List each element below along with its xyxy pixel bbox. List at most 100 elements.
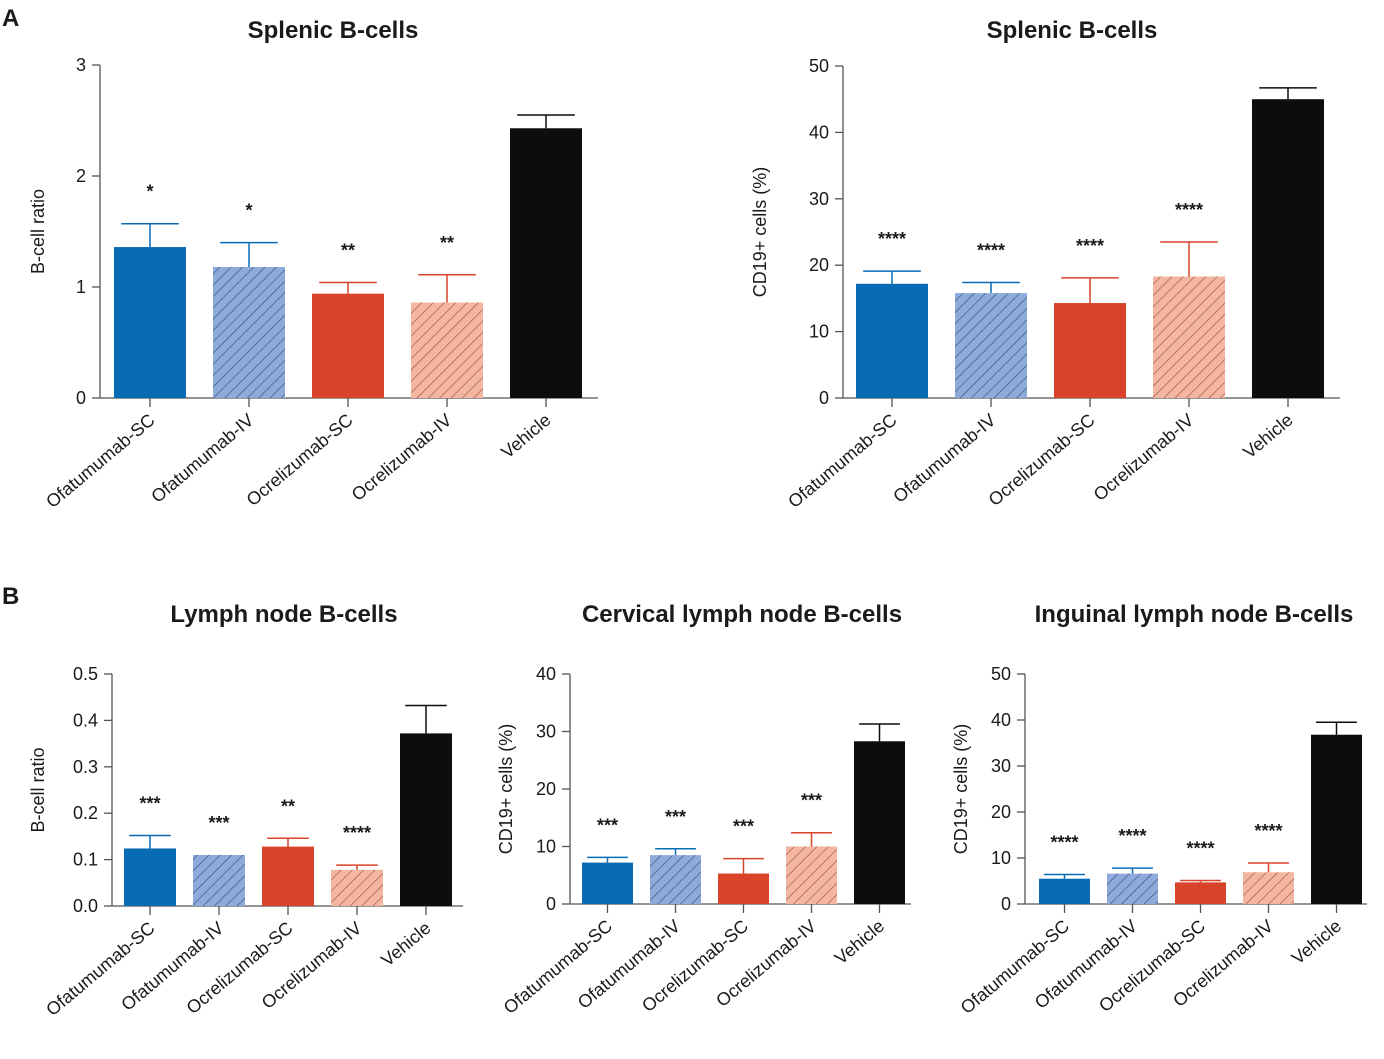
y-tick-label: 0: [1001, 894, 1011, 914]
category-label: Ofatumumab-SC: [784, 410, 900, 512]
y-tick-label: 0: [546, 894, 556, 914]
category-label: Vehicle: [1239, 410, 1296, 463]
bar-ofatumumab-iv: [1107, 873, 1158, 904]
bar-vehicle: [1252, 99, 1324, 398]
y-tick-label: 20: [991, 802, 1011, 822]
chart-3: Lymph node B-cells B-cell ratio 0.0 0.1 0.2 0…: [28, 601, 463, 1020]
bar-ocrelizumab-iv: [411, 302, 483, 398]
y-axis-label: B-cell ratio: [28, 189, 48, 274]
panel-label-b: B: [2, 583, 19, 610]
y-tick-label: 10: [536, 837, 556, 857]
category-label: Ofatumumab-IV: [889, 410, 999, 507]
y-tick-label: 40: [809, 122, 829, 142]
y-tick-label: 0.4: [73, 710, 98, 730]
y-axis-label: CD19+ cells (%): [951, 724, 971, 855]
significance-label: ***: [208, 813, 229, 833]
significance-label: ****: [878, 229, 906, 249]
y-tick-label: 30: [991, 756, 1011, 776]
bar-ofatumumab-sc: [582, 862, 633, 904]
y-tick-label: 20: [536, 779, 556, 799]
significance-label: *: [146, 182, 153, 202]
bar-ofatumumab-sc: [124, 848, 176, 906]
chart-1: Splenic B-cells B-cell ratio 0 1 2 3 * Ofatumum…: [28, 17, 598, 512]
chart-2: Splenic B-cells CD19+ cells (%) 0 10 20 30 40 5…: [750, 17, 1340, 512]
significance-label: ***: [597, 815, 618, 835]
y-axis-label: CD19+ cells (%): [750, 167, 770, 298]
chart-title: Inguinal lymph node B-cells: [1035, 601, 1354, 628]
bar-ocrelizumab-sc: [1175, 882, 1226, 904]
significance-label: ****: [1118, 826, 1146, 846]
bar-ocrelizumab-iv: [786, 846, 837, 904]
significance-label: **: [281, 796, 295, 816]
bar-ofatumumab-sc: [114, 247, 186, 398]
bar-ocrelizumab-iv: [1153, 276, 1225, 398]
chart-title: Splenic B-cells: [248, 17, 419, 44]
category-label: Ocrelizumab-SC: [243, 410, 357, 510]
significance-label: ****: [1254, 821, 1282, 841]
chart-4: Cervical lymph node B-cells CD19+ cells (…: [496, 601, 911, 1018]
category-label: Vehicle: [497, 410, 554, 463]
y-tick-label: 2: [76, 166, 86, 186]
significance-label: ****: [1050, 833, 1078, 853]
y-axis-label: B-cell ratio: [28, 747, 48, 832]
y-tick-label: 40: [536, 664, 556, 684]
significance-label: ***: [733, 817, 754, 837]
bar-ocrelizumab-sc: [1054, 303, 1126, 398]
significance-label: ***: [139, 793, 160, 813]
bar-ocrelizumab-sc: [718, 873, 769, 904]
bar-vehicle: [510, 128, 582, 398]
chart-title: Lymph node B-cells: [170, 601, 397, 628]
bar-vehicle: [400, 733, 452, 906]
category-label: Vehicle: [831, 916, 888, 969]
y-tick-label: 0.2: [73, 803, 98, 823]
bar-ofatumumab-sc: [1039, 878, 1090, 904]
significance-label: ****: [343, 823, 371, 843]
y-tick-label: 0.0: [73, 896, 98, 916]
category-label: Ofatumumab-IV: [147, 410, 257, 507]
category-label: Ocrelizumab-SC: [985, 410, 1099, 510]
bar-ocrelizumab-iv: [1243, 872, 1294, 904]
bar-ofatumumab-iv: [213, 267, 285, 398]
y-tick-label: 0.3: [73, 757, 98, 777]
significance-label: ****: [977, 240, 1005, 260]
chart-5: Inguinal lymph node B-cells CD19+ cells (…: [951, 601, 1367, 1018]
y-tick-label: 0.1: [73, 850, 98, 870]
y-tick-label: 50: [991, 664, 1011, 684]
y-axis-label: CD19+ cells (%): [496, 724, 516, 855]
significance-label: ***: [665, 807, 686, 827]
chart-title: Cervical lymph node B-cells: [582, 601, 902, 628]
bar-ofatumumab-iv: [955, 293, 1027, 398]
category-label: Vehicle: [1288, 916, 1345, 969]
chart-title: Splenic B-cells: [987, 17, 1158, 44]
y-tick-label: 40: [991, 710, 1011, 730]
bar-ofatumumab-iv: [650, 855, 701, 904]
category-label: Ofatumumab-SC: [42, 410, 158, 512]
bar-vehicle: [854, 741, 905, 904]
significance-label: **: [341, 241, 355, 261]
significance-label: **: [440, 233, 454, 253]
category-label: Ocrelizumab-IV: [1090, 410, 1198, 505]
significance-label: ****: [1076, 236, 1104, 256]
significance-label: ****: [1175, 200, 1203, 220]
y-tick-label: 0: [76, 388, 86, 408]
bar-ocrelizumab-sc: [312, 293, 384, 398]
y-tick-label: 10: [809, 322, 829, 342]
y-tick-label: 30: [536, 722, 556, 742]
y-tick-label: 1: [76, 277, 86, 297]
y-tick-label: 20: [809, 255, 829, 275]
y-tick-label: 3: [76, 55, 86, 75]
significance-label: *: [245, 201, 252, 221]
y-tick-label: 30: [809, 189, 829, 209]
panel-label-a: A: [2, 5, 19, 32]
charts: Splenic B-cells B-cell ratio 0 1 2 3 * Ofatumum…: [28, 17, 1367, 1020]
category-label: Ocrelizumab-IV: [348, 410, 456, 505]
y-tick-label: 10: [991, 848, 1011, 868]
y-tick-label: 0: [819, 388, 829, 408]
bar-ocrelizumab-iv: [331, 869, 383, 906]
bar-ofatumumab-sc: [856, 283, 928, 398]
bar-ocrelizumab-sc: [262, 846, 314, 906]
y-tick-label: 50: [809, 56, 829, 76]
bar-vehicle: [1311, 734, 1362, 904]
y-tick-label: 0.5: [73, 664, 98, 684]
